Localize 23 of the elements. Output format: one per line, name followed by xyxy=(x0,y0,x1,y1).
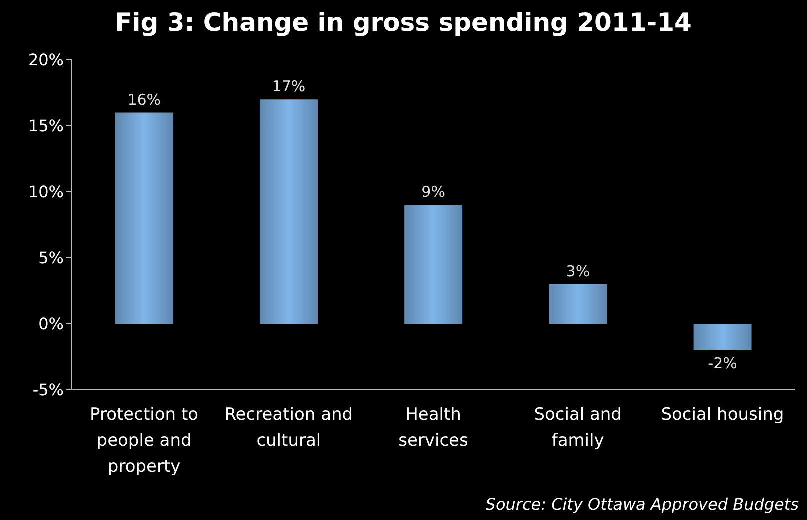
y-tick-label: -5% xyxy=(32,380,64,400)
data-label: 17% xyxy=(272,78,306,96)
bar xyxy=(115,112,174,324)
bar xyxy=(404,205,463,324)
y-tick-label: 5% xyxy=(38,248,64,268)
y-tick-label: 10% xyxy=(28,182,64,202)
bar xyxy=(549,284,608,324)
bar xyxy=(694,324,752,350)
y-tick-label: 15% xyxy=(28,116,64,136)
y-tick-label: 20% xyxy=(28,50,64,70)
x-tick-label: Health services xyxy=(398,405,469,451)
x-tick-label: Social and family xyxy=(534,405,622,451)
bar xyxy=(260,100,318,324)
y-tick-label: 0% xyxy=(38,314,64,334)
chart-title: Fig 3: Change in gross spending 2011-14 xyxy=(114,8,693,37)
x-tick-label: Protection to people and property xyxy=(90,405,199,477)
x-tick-label: Recreation and cultural xyxy=(224,405,354,451)
data-label: 3% xyxy=(566,262,590,280)
data-label: 16% xyxy=(128,90,162,109)
data-label: -2% xyxy=(708,354,738,372)
source-note: Source: City Ottawa Approved Budgets xyxy=(486,495,799,514)
x-tick-label: Social housing xyxy=(661,405,784,425)
data-label: 9% xyxy=(422,183,446,202)
